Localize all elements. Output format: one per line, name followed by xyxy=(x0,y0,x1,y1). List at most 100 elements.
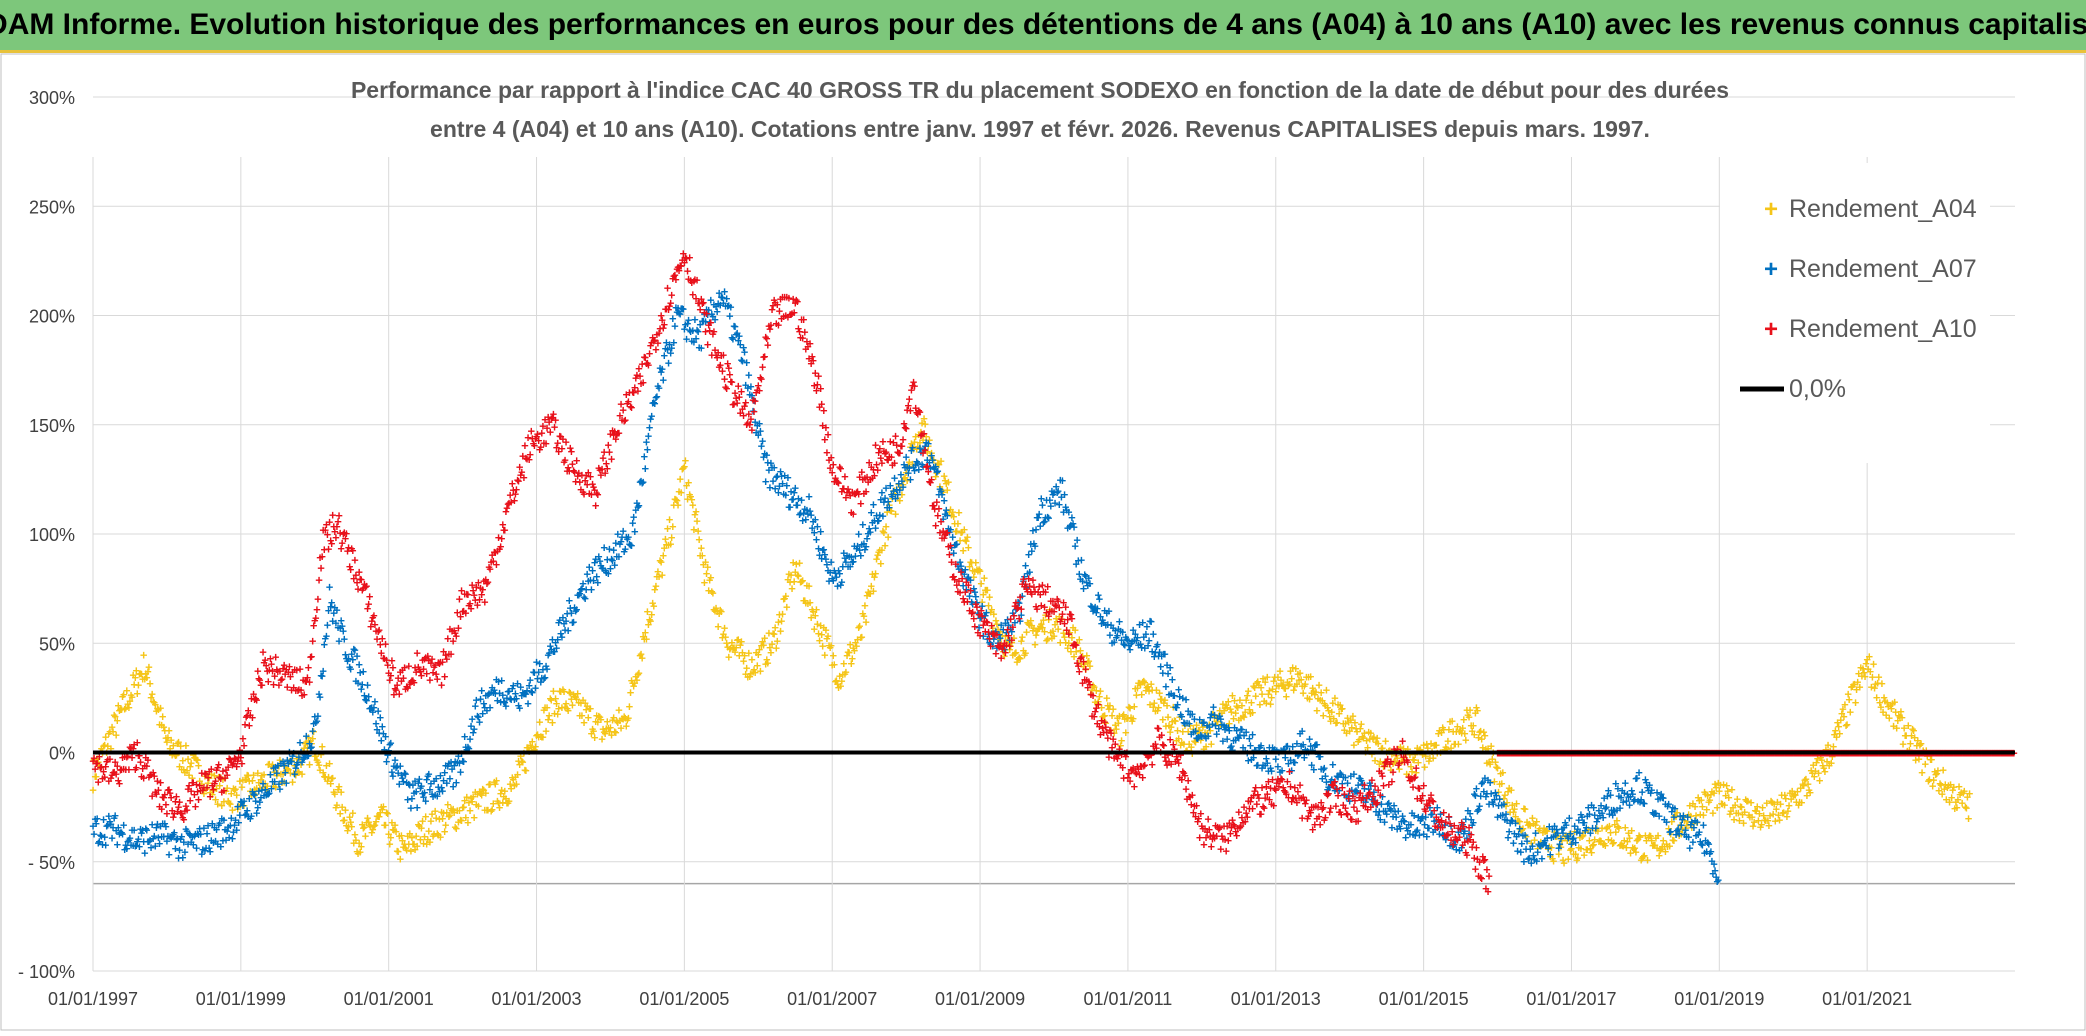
data-point: + xyxy=(335,508,343,523)
data-point: + xyxy=(628,400,636,415)
data-point: + xyxy=(387,735,395,750)
data-point: + xyxy=(1068,611,1076,626)
data-point: + xyxy=(1073,532,1081,547)
data-point: + xyxy=(626,699,634,714)
data-point: + xyxy=(608,452,616,467)
data-point: + xyxy=(326,579,334,594)
performance-chart: + + + + + + + + + + + + + + + + + + + + + + + + + + + + + + + + + + + + + + + +… xyxy=(0,53,2086,1031)
data-point: + xyxy=(1022,646,1030,661)
data-point: + xyxy=(1184,773,1192,788)
data-point: + xyxy=(1095,697,1103,712)
data-point: + xyxy=(817,524,825,539)
data-point: + xyxy=(805,578,813,593)
data-point: + xyxy=(805,489,813,504)
data-point: + xyxy=(1965,811,1973,826)
data-point: + xyxy=(1700,818,1708,833)
data-point: + xyxy=(1044,579,1052,594)
data-point: + xyxy=(693,272,701,287)
data-point: + xyxy=(902,421,910,436)
data-point: + xyxy=(707,570,715,585)
data-point: + xyxy=(955,505,963,520)
data-point: + xyxy=(916,405,924,420)
data-point: + xyxy=(669,519,677,534)
data-point: + xyxy=(838,575,846,590)
data-point: + xyxy=(1644,852,1652,867)
data-point: + xyxy=(341,632,349,647)
data-point: + xyxy=(1008,633,1016,648)
data-point: + xyxy=(1485,869,1493,884)
data-point: + xyxy=(639,474,647,489)
data-point: + xyxy=(1412,760,1420,775)
data-point: + xyxy=(1939,762,1947,777)
data-point: + xyxy=(628,538,636,553)
data-point: + xyxy=(965,540,973,555)
data-point: + xyxy=(116,776,124,791)
data-point: + xyxy=(349,805,357,820)
data-point: + xyxy=(1031,538,1039,553)
data-point: + xyxy=(862,615,870,630)
data-point: + xyxy=(644,442,652,457)
data-point: + xyxy=(718,604,726,619)
data-point: + xyxy=(306,674,314,689)
data-point: + xyxy=(870,584,878,599)
data-point: + xyxy=(824,427,832,442)
data-point: + xyxy=(484,575,492,590)
data-point: + xyxy=(145,660,153,675)
data-point: + xyxy=(1878,676,1886,691)
report-banner-title: ADAM Informe. Evolution historique des p… xyxy=(0,0,2086,53)
data-point: + xyxy=(670,335,678,350)
data-point: + xyxy=(658,568,666,583)
data-point: + xyxy=(748,422,756,437)
data-point: + xyxy=(543,662,551,677)
data-point: + xyxy=(382,636,390,651)
data-point: + xyxy=(1852,695,1860,710)
data-point: + xyxy=(501,523,509,538)
data-point: + xyxy=(1177,747,1185,762)
data-point: + xyxy=(884,529,892,544)
data-point: + xyxy=(928,472,936,487)
data-point: + xyxy=(447,647,455,662)
data-point: + xyxy=(253,692,261,707)
data-point: + xyxy=(343,526,351,541)
data-point: + xyxy=(441,669,449,684)
data-point: + xyxy=(1059,473,1067,488)
data-point: + xyxy=(594,487,602,502)
data-point: + xyxy=(1354,814,1362,829)
data-point: + xyxy=(520,470,528,485)
data-point: + xyxy=(643,631,651,646)
data-point: + xyxy=(112,727,120,742)
data-point: + xyxy=(316,690,324,705)
data-point: + xyxy=(1105,603,1113,618)
data-point: + xyxy=(631,524,639,539)
data-point: + xyxy=(282,776,290,791)
data-point: + xyxy=(796,555,804,570)
data-point: + xyxy=(238,756,246,771)
data-point: + xyxy=(1086,576,1094,591)
data-point: + xyxy=(1547,847,1555,862)
data-point: + xyxy=(1484,884,1492,899)
data-point: + xyxy=(783,599,791,614)
data-point: + xyxy=(794,294,802,309)
data-point: + xyxy=(650,599,658,614)
data-point: + xyxy=(710,324,718,339)
data-point: + xyxy=(638,650,646,665)
data-point: + xyxy=(668,288,676,303)
data-point: + xyxy=(1078,552,1086,567)
data-point: + xyxy=(249,710,257,725)
data-point: + xyxy=(314,709,322,724)
data-point: + xyxy=(1499,765,1507,780)
data-point: + xyxy=(877,556,885,571)
data-point: + xyxy=(642,461,650,476)
data-point: + xyxy=(337,785,345,800)
data-point: + xyxy=(309,634,317,649)
data-point: + xyxy=(1017,601,1025,616)
data-point: + xyxy=(326,756,334,771)
data-point: + xyxy=(481,595,489,610)
data-point: + xyxy=(820,403,828,418)
data-point: + xyxy=(858,630,866,645)
data-point: + xyxy=(1286,764,1294,779)
data-point: + xyxy=(314,592,322,607)
data-point: + xyxy=(1714,873,1722,888)
data-point: + xyxy=(552,413,560,428)
data-point: + xyxy=(1806,785,1814,800)
